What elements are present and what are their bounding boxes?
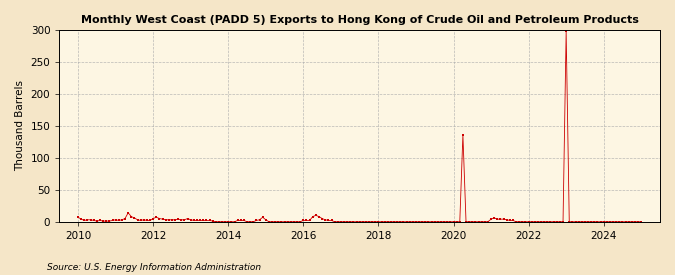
Y-axis label: Thousand Barrels: Thousand Barrels <box>15 80 25 171</box>
Title: Monthly West Coast (PADD 5) Exports to Hong Kong of Crude Oil and Petroleum Prod: Monthly West Coast (PADD 5) Exports to H… <box>81 15 639 25</box>
Text: Source: U.S. Energy Information Administration: Source: U.S. Energy Information Administ… <box>47 263 261 272</box>
